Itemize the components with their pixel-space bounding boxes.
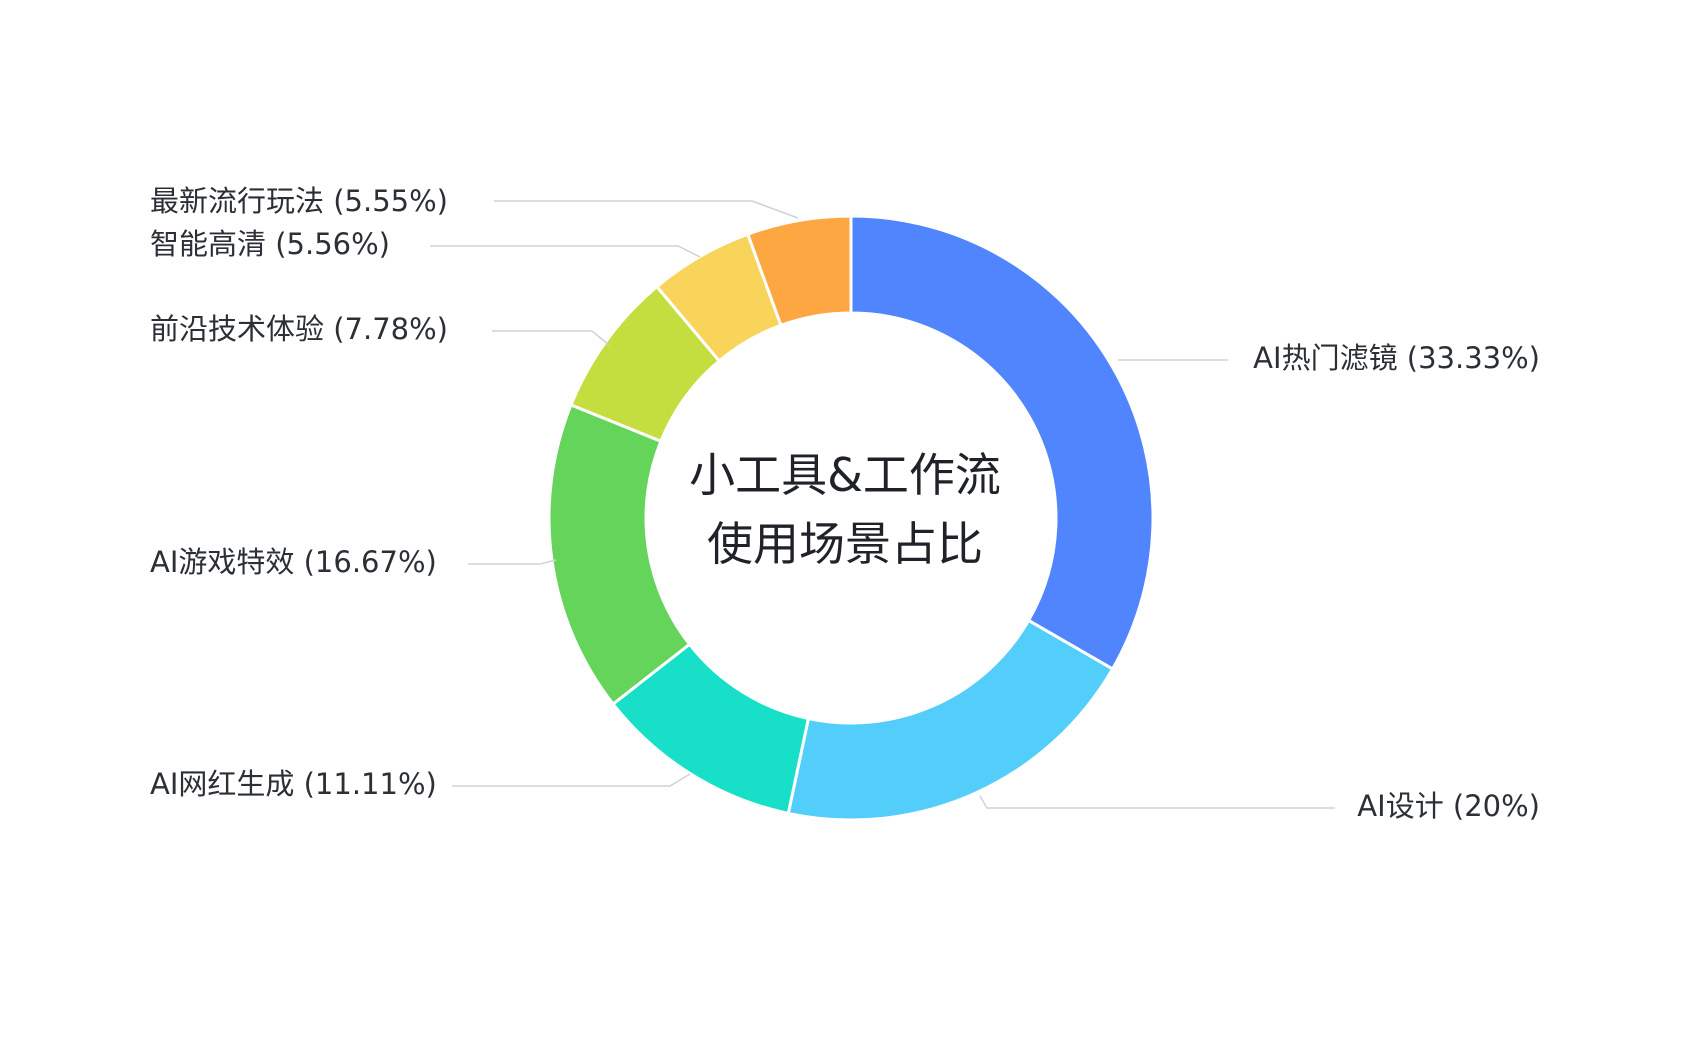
slice-label-6: 智能高清 (5.56%) [150, 227, 390, 261]
donut-slices [547, 214, 1155, 822]
slice-2[interactable] [786, 618, 1115, 822]
slice-label-1: AI热门滤镜 (33.33%) [1253, 341, 1540, 375]
leader-lines [430, 200, 1335, 809]
leader-line-2 [979, 795, 1335, 809]
slice-label-5: 前沿技术体验 (7.78%) [150, 312, 448, 346]
leader-line-6 [430, 245, 701, 258]
leader-line-4 [468, 559, 557, 565]
slice-label-3: AI网红生成 (11.11%) [150, 767, 437, 801]
slice-7[interactable] [745, 214, 853, 328]
slice-1[interactable] [849, 214, 1155, 671]
leader-line-3 [452, 773, 691, 787]
center-title-line-1: 小工具&工作流 [689, 448, 1001, 502]
slice-label-2: AI设计 (20%) [1357, 789, 1540, 823]
leader-line-7 [494, 200, 799, 219]
slice-label-4: AI游戏特效 (16.67%) [150, 545, 437, 579]
leader-line-5 [492, 330, 610, 346]
center-title-line-2: 使用场景占比 [707, 517, 983, 571]
slice-label-7: 最新流行玩法 (5.55%) [150, 184, 448, 218]
slice-labels: AI热门滤镜 (33.33%) AI设计 (20%) AI网红生成 (11.11%)… [150, 184, 1540, 823]
slice-4[interactable] [547, 402, 692, 707]
